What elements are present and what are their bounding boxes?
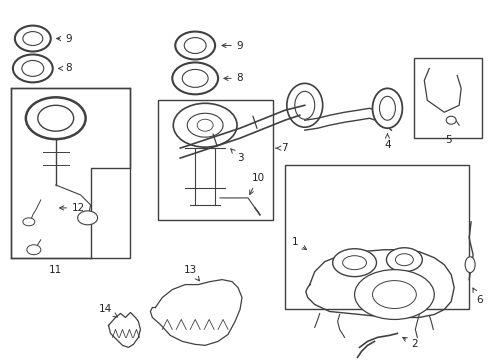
Text: 1: 1	[291, 237, 306, 249]
Ellipse shape	[22, 60, 44, 76]
Ellipse shape	[464, 257, 474, 273]
Text: 12: 12	[60, 203, 85, 213]
Ellipse shape	[372, 88, 402, 128]
Ellipse shape	[173, 103, 237, 147]
Ellipse shape	[294, 91, 314, 119]
Text: 9: 9	[222, 41, 243, 50]
Ellipse shape	[386, 248, 422, 272]
Bar	[11, 88, 130, 258]
Ellipse shape	[172, 62, 218, 94]
Text: 8: 8	[59, 63, 72, 73]
Ellipse shape	[23, 32, 42, 45]
Ellipse shape	[197, 119, 213, 131]
Ellipse shape	[342, 256, 366, 270]
Text: 14: 14	[99, 305, 118, 317]
Text: 8: 8	[224, 73, 243, 84]
Ellipse shape	[23, 218, 35, 226]
Ellipse shape	[184, 37, 206, 54]
Text: 11: 11	[49, 265, 62, 275]
Ellipse shape	[379, 96, 395, 120]
Ellipse shape	[187, 113, 223, 137]
Ellipse shape	[446, 116, 455, 124]
Ellipse shape	[27, 245, 41, 255]
Ellipse shape	[13, 54, 53, 82]
Text: 9: 9	[57, 33, 72, 44]
Text: 6: 6	[472, 288, 482, 305]
Ellipse shape	[78, 211, 98, 225]
Ellipse shape	[372, 280, 415, 309]
Ellipse shape	[26, 97, 85, 139]
Ellipse shape	[182, 69, 208, 87]
Text: 3: 3	[230, 149, 243, 163]
Bar	[158, 100, 272, 220]
Ellipse shape	[175, 32, 215, 59]
Ellipse shape	[15, 26, 51, 51]
Text: 13: 13	[183, 265, 199, 281]
Text: 5: 5	[444, 135, 450, 145]
Ellipse shape	[354, 270, 433, 319]
Ellipse shape	[286, 84, 322, 127]
Ellipse shape	[332, 249, 376, 276]
Bar	[413, 58, 481, 138]
Bar	[285, 165, 468, 310]
Text: 2: 2	[402, 337, 417, 349]
Text: 4: 4	[384, 134, 390, 150]
Text: 10: 10	[249, 173, 264, 194]
Text: 7: 7	[275, 143, 287, 153]
Ellipse shape	[395, 254, 412, 266]
Ellipse shape	[38, 105, 74, 131]
